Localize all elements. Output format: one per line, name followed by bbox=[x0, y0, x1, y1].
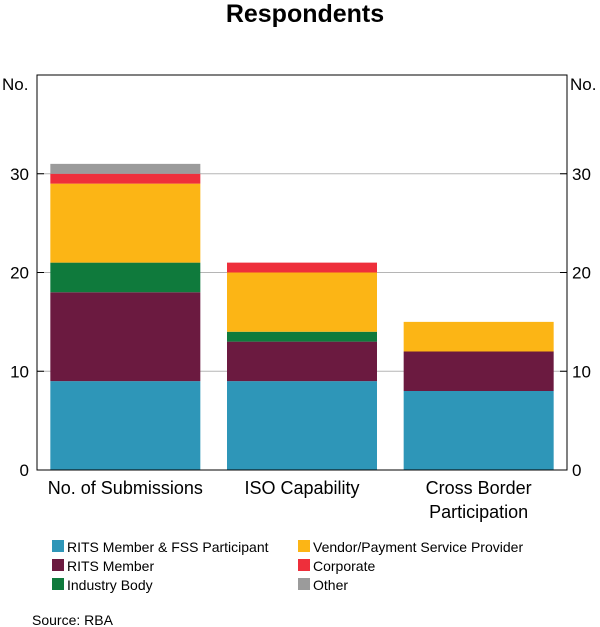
bar-segment bbox=[50, 173, 201, 184]
bar-segment bbox=[227, 341, 377, 382]
tick-label-right: 0 bbox=[572, 461, 581, 480]
bar-segment bbox=[403, 391, 554, 470]
bar-segment bbox=[50, 262, 201, 293]
legend-swatch bbox=[298, 559, 310, 571]
legend-label: Other bbox=[313, 577, 348, 593]
bar-segment bbox=[227, 262, 377, 273]
source-note: Source: RBA bbox=[32, 612, 114, 627]
bar-segment bbox=[403, 321, 554, 352]
legend-label: Vendor/Payment Service Provider bbox=[313, 539, 523, 555]
left-axis-unit: No. bbox=[2, 75, 28, 94]
legend-swatch bbox=[52, 578, 64, 590]
tick-label-left: 0 bbox=[20, 461, 29, 480]
legend-label: Industry Body bbox=[67, 577, 153, 593]
tick-label-left: 10 bbox=[10, 362, 29, 381]
legend-label: Corporate bbox=[313, 558, 375, 574]
bar-segment bbox=[50, 292, 201, 382]
bar-segment bbox=[50, 163, 201, 174]
category-label: No. of Submissions bbox=[48, 478, 203, 498]
tick-label-left: 20 bbox=[10, 264, 29, 283]
legend: RITS Member & FSS Participant RITS Member… bbox=[52, 539, 523, 593]
legend-swatch bbox=[298, 578, 310, 590]
bars bbox=[50, 163, 554, 470]
category-labels: No. of Submissions ISO Capability Cross Bo… bbox=[48, 478, 532, 522]
legend-swatch bbox=[52, 559, 64, 571]
bar-segment bbox=[227, 331, 377, 342]
bar-segment bbox=[227, 272, 377, 332]
legend-swatch bbox=[52, 540, 64, 552]
bar-segment bbox=[227, 381, 377, 470]
legend-label: RITS Member & FSS Participant bbox=[67, 539, 269, 555]
bar-segment bbox=[50, 183, 201, 263]
tick-label-right: 30 bbox=[572, 165, 591, 184]
legend-swatch bbox=[298, 540, 310, 552]
axis-ticks: 0 0 10 10 20 20 30 30 bbox=[10, 165, 591, 480]
category-label: Cross Border bbox=[426, 478, 532, 498]
tick-label-right: 10 bbox=[572, 362, 591, 381]
category-label: Participation bbox=[429, 502, 528, 522]
category-label: ISO Capability bbox=[244, 478, 359, 498]
chart-title: Respondents bbox=[226, 0, 384, 28]
tick-label-right: 20 bbox=[572, 264, 591, 283]
bar-segment bbox=[50, 381, 201, 470]
tick-label-left: 30 bbox=[10, 165, 29, 184]
legend-label: RITS Member bbox=[67, 558, 154, 574]
right-axis-unit: No. bbox=[570, 75, 596, 94]
bar-segment bbox=[403, 351, 554, 391]
